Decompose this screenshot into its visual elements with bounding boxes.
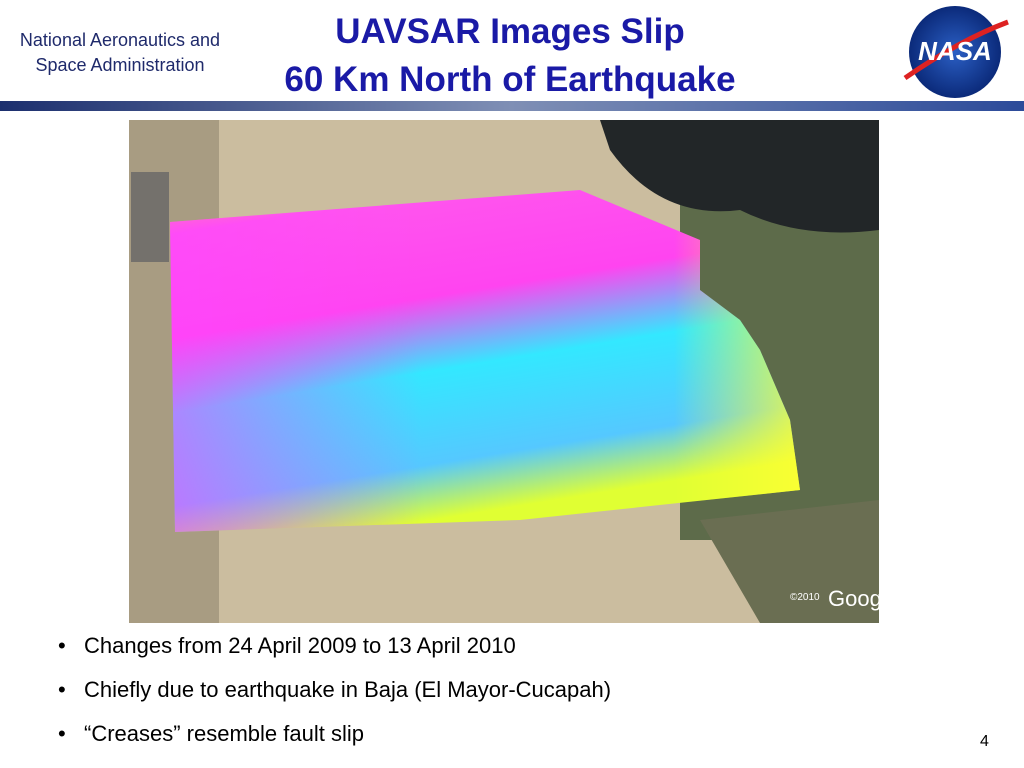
header-bar [0, 101, 1024, 111]
bullet-text: Chiefly due to earthquake in Baja (El Ma… [84, 677, 612, 702]
organization-line: National Aeronautics and [19, 30, 221, 50]
page-number: 4 [980, 733, 989, 750]
logo-text: NASA [918, 36, 992, 66]
slide-title: UAVSAR Images Slip [335, 12, 685, 51]
map-copyright: ©2010 [790, 592, 820, 603]
organization-line: Space Administration [35, 55, 205, 75]
bullet-item: • Chiefly due to earthquake in Baja (El M… [58, 677, 612, 702]
bullet-item: • “Creases” resemble fault slip [58, 721, 364, 746]
nasa-logo: NASA [903, 6, 1009, 98]
bullet-text: Changes from 24 April 2009 to 13 April 2… [84, 633, 516, 658]
bullet-text: “Creases” resemble fault slip [84, 721, 364, 746]
slide-title: 60 Km North of Earthquake [284, 60, 736, 99]
map-image: ©2010 Google [129, 120, 899, 623]
map-brand: Google [828, 586, 899, 611]
bullet-item: • Changes from 24 April 2009 to 13 April … [58, 633, 516, 658]
